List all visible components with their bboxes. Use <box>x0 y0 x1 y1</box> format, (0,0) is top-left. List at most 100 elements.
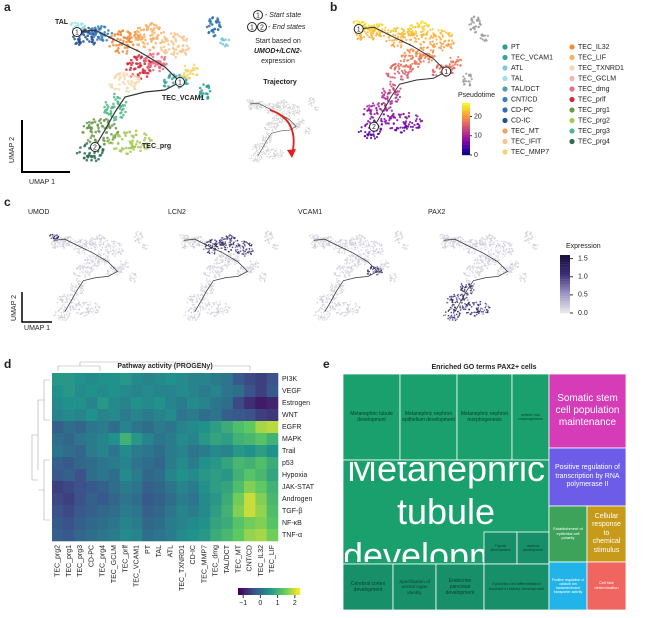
cell-point <box>137 30 140 34</box>
cell-point <box>91 259 94 261</box>
cell-point <box>229 258 232 261</box>
cell-point <box>220 37 224 40</box>
cell-point <box>109 247 112 249</box>
cell-point <box>386 114 390 118</box>
cell-point <box>267 149 269 151</box>
cell-point <box>183 234 185 236</box>
cell-point <box>185 237 188 239</box>
cell-point <box>277 115 280 117</box>
cell-point <box>116 267 118 270</box>
cell-point <box>203 248 205 251</box>
cell-point <box>344 276 347 279</box>
cell-point <box>113 252 115 254</box>
cell-point <box>117 46 120 50</box>
cell-point <box>246 267 248 270</box>
cell-point <box>78 284 81 286</box>
cell-point <box>389 91 392 94</box>
cell-point <box>354 263 357 266</box>
cell-point <box>111 124 114 127</box>
cell-point <box>87 270 89 273</box>
cell-point <box>254 155 257 157</box>
cell-point <box>85 313 88 316</box>
cell-point <box>208 284 211 286</box>
cell-point <box>104 249 107 251</box>
cell-point <box>339 267 342 270</box>
cell-point <box>433 55 436 58</box>
cell-point <box>334 297 337 300</box>
cell-point <box>110 35 113 38</box>
cell-point <box>271 122 273 124</box>
cell-point <box>55 246 57 248</box>
cell-point <box>442 46 446 49</box>
cell-point <box>230 263 232 265</box>
cell-point <box>408 70 411 73</box>
cell-point <box>279 102 281 104</box>
cell-point <box>204 240 207 242</box>
legend-label: TEC_IL32 <box>578 44 610 51</box>
cell-point <box>339 272 341 274</box>
cell-point <box>152 52 155 56</box>
cell-point <box>339 304 342 306</box>
cell-point <box>207 247 209 250</box>
cell-point <box>93 151 96 154</box>
cell-point <box>357 257 359 260</box>
cell-point <box>184 39 188 42</box>
cell-point <box>201 287 204 289</box>
cell-point <box>242 253 245 256</box>
cell-point <box>129 66 133 70</box>
cell-point <box>407 123 411 126</box>
cell-point <box>99 38 102 41</box>
cell-point <box>340 241 342 243</box>
cell-point <box>346 245 349 248</box>
cell-point <box>87 311 90 313</box>
cell-point <box>333 288 336 291</box>
cell-point <box>414 119 417 123</box>
cell-point <box>328 244 331 247</box>
cell-point <box>284 101 286 103</box>
cell-point <box>280 106 282 109</box>
cell-point <box>63 293 65 296</box>
cell-point <box>270 122 272 124</box>
cell-point <box>63 314 66 317</box>
cell-point <box>273 157 275 159</box>
cell-point <box>294 113 296 115</box>
cell-point <box>181 48 184 51</box>
cell-point <box>279 121 281 123</box>
cell-point <box>91 242 94 244</box>
cell-point <box>121 266 123 268</box>
cell-point <box>52 241 54 243</box>
cell-point <box>320 245 323 248</box>
cell-point <box>92 238 95 241</box>
cell-point <box>92 311 94 313</box>
cell-point <box>192 312 195 314</box>
cell-point <box>402 54 405 57</box>
cell-point <box>193 242 195 245</box>
cell-point <box>126 80 130 83</box>
cell-point <box>249 271 251 274</box>
cell-point <box>191 296 194 298</box>
cell-point <box>54 311 57 313</box>
cell-point <box>236 262 238 265</box>
cell-point <box>138 34 142 38</box>
cell-point <box>86 266 89 269</box>
cell-point <box>213 266 216 268</box>
cell-point <box>255 161 258 163</box>
cell-point <box>193 316 196 319</box>
cell-point <box>187 297 189 300</box>
colorbar-cell <box>462 149 470 153</box>
cell-point <box>91 239 93 242</box>
cell-point <box>115 248 118 250</box>
cell-point <box>276 125 278 128</box>
cell-point <box>346 269 348 272</box>
cell-point <box>146 42 149 46</box>
cell-point <box>314 242 316 245</box>
cell-point <box>465 72 468 75</box>
cell-point <box>117 270 120 273</box>
cell-point <box>224 238 226 240</box>
cell-point <box>368 104 371 107</box>
cell-point <box>172 81 175 85</box>
cell-point <box>225 256 228 258</box>
cell-point <box>260 158 262 161</box>
cell-point <box>68 244 71 247</box>
cell-point <box>216 261 218 264</box>
